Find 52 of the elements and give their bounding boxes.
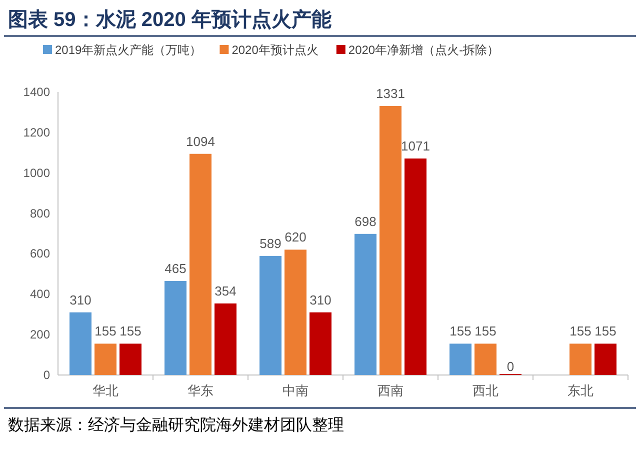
data-label: 465 bbox=[164, 261, 186, 276]
y-tick-label: 800 bbox=[30, 206, 50, 220]
bar bbox=[594, 344, 616, 375]
bar bbox=[94, 344, 116, 375]
title: 图表 59：水泥 2020 年预计点火产能 bbox=[8, 9, 332, 31]
bar bbox=[120, 344, 142, 375]
data-label: 589 bbox=[260, 236, 282, 251]
data-label: 155 bbox=[570, 324, 592, 339]
bar bbox=[310, 312, 332, 375]
y-tick-label: 400 bbox=[30, 287, 50, 302]
bar bbox=[164, 281, 186, 375]
bar bbox=[70, 312, 92, 375]
data-label: 1331 bbox=[376, 86, 405, 101]
data-label: 1094 bbox=[186, 134, 215, 149]
x-tick-label: 中南 bbox=[282, 383, 308, 398]
data-label: 155 bbox=[594, 324, 616, 339]
x-tick-label: 西南 bbox=[378, 383, 404, 398]
legend-label: 2019年新点火产能（万吨） bbox=[55, 43, 202, 57]
y-tick-label: 1200 bbox=[23, 125, 50, 140]
x-tick-label: 华东 bbox=[188, 383, 214, 398]
data-label: 354 bbox=[214, 283, 236, 298]
y-tick-label: 1000 bbox=[23, 166, 50, 180]
bar bbox=[214, 303, 236, 375]
bar bbox=[404, 158, 426, 375]
data-label: 155 bbox=[94, 324, 116, 339]
legend-label: 2020年预计点火 bbox=[232, 43, 318, 57]
data-label: 0 bbox=[506, 359, 514, 374]
bar bbox=[450, 344, 472, 375]
data-label: 698 bbox=[354, 214, 376, 229]
y-tick-label: 600 bbox=[30, 246, 50, 261]
source-note: 数据来源：经济与金融研究院海外建材团队整理 bbox=[8, 416, 344, 434]
data-label: 310 bbox=[70, 292, 92, 308]
y-tick-label: 0 bbox=[43, 368, 50, 382]
bar bbox=[380, 106, 402, 375]
x-tick-label: 西北 bbox=[472, 383, 498, 398]
data-label: 620 bbox=[284, 230, 306, 245]
y-tick-label: 200 bbox=[30, 328, 50, 342]
x-tick-label: 华北 bbox=[92, 383, 118, 398]
data-label: 155 bbox=[450, 324, 472, 339]
data-label: 310 bbox=[310, 292, 332, 308]
bar bbox=[284, 250, 306, 375]
bar bbox=[354, 234, 376, 375]
data-label: 155 bbox=[474, 324, 496, 339]
x-tick-label: 东北 bbox=[568, 383, 594, 398]
data-label: 1071 bbox=[401, 138, 430, 154]
bar bbox=[190, 154, 212, 375]
bar bbox=[570, 344, 592, 375]
legend-label: 2020年净新增（点火-拆除） bbox=[348, 43, 500, 57]
bar bbox=[474, 344, 496, 375]
y-tick-label: 1400 bbox=[23, 85, 50, 99]
data-label: 155 bbox=[120, 324, 142, 339]
bar bbox=[260, 256, 282, 375]
